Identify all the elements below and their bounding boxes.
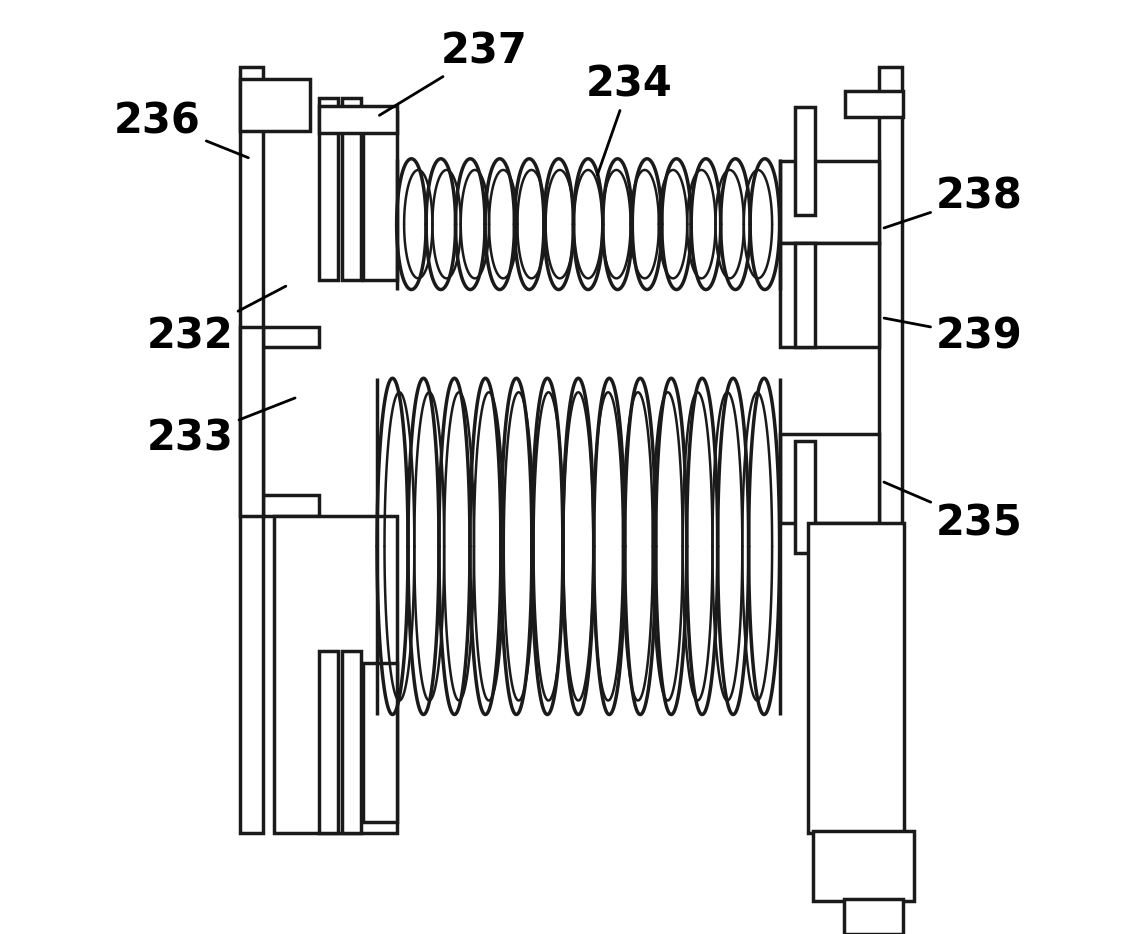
Text: 238: 238 [885, 176, 1023, 228]
Text: 235: 235 [883, 482, 1023, 544]
Text: 237: 237 [380, 31, 528, 115]
Bar [807, 523, 904, 833]
Bar [795, 441, 815, 553]
Text: 233: 233 [147, 398, 296, 460]
Bar [363, 663, 397, 822]
Bar [780, 434, 879, 523]
Bar [342, 651, 362, 833]
Bar [240, 67, 263, 833]
Bar [240, 327, 263, 516]
Text: 234: 234 [586, 64, 673, 175]
Text: 236: 236 [114, 101, 248, 158]
Bar [795, 243, 815, 347]
Bar [263, 327, 319, 347]
Text: 232: 232 [147, 286, 285, 357]
Bar [319, 106, 397, 133]
Bar [319, 98, 338, 280]
Bar [780, 161, 879, 243]
Bar [780, 243, 879, 347]
Bar [263, 495, 319, 516]
Bar [319, 651, 338, 833]
Bar [240, 79, 309, 131]
Bar [363, 112, 397, 280]
Bar [845, 91, 903, 117]
Bar [844, 899, 903, 934]
Text: 239: 239 [885, 316, 1023, 357]
Bar [879, 67, 902, 833]
Bar [813, 831, 914, 901]
Bar [795, 107, 815, 215]
Bar [342, 98, 362, 280]
Bar [274, 516, 397, 833]
